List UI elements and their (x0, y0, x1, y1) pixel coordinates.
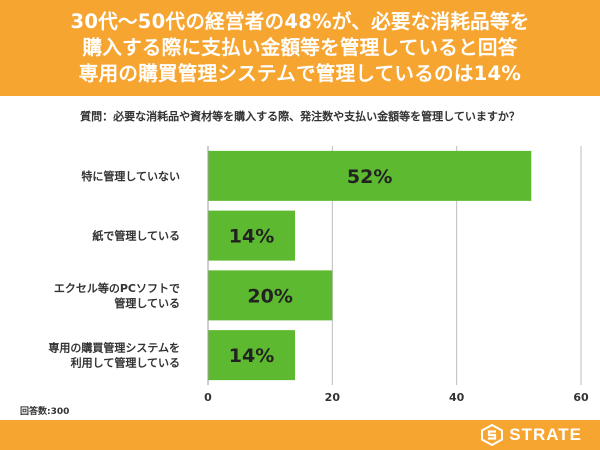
headline-line-2: 購入する際に支払い金額等を管理していると回答 (82, 36, 518, 59)
headline-line-3: 専用の購買管理システムで管理しているのは14% (78, 62, 522, 85)
x-tick-label-20: 20 (325, 391, 341, 404)
bar-value-label-1: 14% (229, 226, 274, 248)
strate-logo-icon (481, 424, 504, 446)
bar-0 (208, 150, 532, 201)
brand-name: STRATE (509, 425, 582, 444)
bar-value-label-0: 52% (347, 166, 392, 188)
category-label-2-line-1: 管理している (114, 296, 180, 310)
bar-3 (208, 330, 296, 381)
category-label-1: 紙で管理している (92, 229, 180, 243)
respondent-count: 回答数:300 (20, 407, 70, 417)
category-label-3-line-1: 利用して管理している (71, 356, 180, 370)
footer-bar: STRATE (0, 420, 600, 450)
category-label-3-line-0: 専用の購買管理システムを (48, 341, 180, 355)
x-tick-label-60: 60 (573, 391, 589, 404)
bar-2 (208, 270, 333, 321)
x-tick-label-0: 0 (204, 391, 212, 404)
bar-value-label-2: 20% (247, 285, 292, 307)
survey-question: 質問：必要な消耗品や資材等を購入する際、発注数や支払い金額等を管理していますか？ (80, 110, 520, 123)
category-label-2-line-0: エクセル等のPCソフトで (54, 281, 180, 295)
headline-banner: 30代〜50代の経営者の48%が、必要な消耗品等を 購入する際に支払い金額等を管… (0, 0, 600, 96)
x-tick-label-40: 40 (449, 391, 465, 404)
bar-1 (208, 210, 296, 261)
headline-line-1: 30代〜50代の経営者の48%が、必要な消耗品等を (70, 10, 530, 33)
brand-logo: STRATE (481, 422, 582, 448)
bar-value-label-3: 14% (229, 345, 274, 367)
category-label-0: 特に管理していない (81, 169, 180, 183)
